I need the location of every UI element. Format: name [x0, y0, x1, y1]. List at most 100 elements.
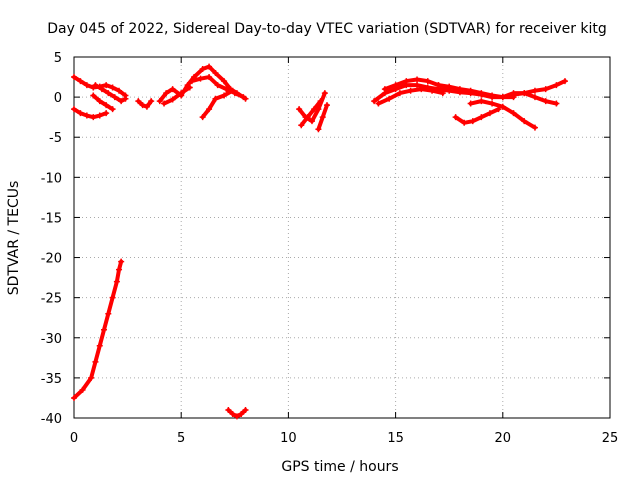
data-point — [118, 98, 125, 105]
data-point — [531, 124, 538, 131]
series-s3 — [71, 106, 110, 121]
data-point — [118, 258, 125, 265]
series-s7 — [161, 84, 193, 107]
data-point — [521, 118, 528, 125]
data-point — [296, 106, 303, 113]
data-point — [71, 106, 77, 113]
data-series — [71, 63, 568, 420]
data-point — [521, 90, 528, 97]
y-tick-label: -10 — [41, 171, 62, 186]
x-tick-label: 10 — [280, 431, 297, 446]
data-point — [88, 374, 95, 381]
data-point — [499, 103, 506, 110]
data-point — [308, 118, 315, 125]
series-s20 — [499, 90, 560, 107]
data-point — [489, 100, 496, 107]
data-point — [101, 326, 108, 333]
data-point — [169, 96, 176, 103]
data-point — [212, 95, 219, 102]
data-point — [229, 410, 236, 417]
data-point — [83, 112, 90, 119]
data-point — [116, 87, 123, 94]
data-point — [135, 98, 142, 105]
data-point — [298, 122, 305, 129]
data-point — [161, 100, 168, 107]
data-point — [553, 82, 560, 89]
data-point — [446, 83, 453, 90]
series-trace — [91, 93, 115, 112]
data-point — [403, 78, 410, 85]
data-point — [414, 82, 421, 89]
data-point — [407, 87, 414, 94]
data-point — [542, 86, 549, 93]
series-s13 — [315, 102, 330, 133]
y-tick-label: 5 — [54, 51, 62, 66]
series-s10 — [225, 406, 249, 420]
data-point — [103, 102, 110, 109]
data-point — [240, 94, 247, 101]
data-point — [375, 100, 382, 107]
series-s6 — [156, 63, 249, 105]
y-axis-label: SDTVAR / TECUs — [6, 181, 22, 296]
x-tick-label: 0 — [70, 431, 78, 446]
data-point — [221, 78, 228, 85]
data-point — [311, 106, 318, 113]
data-point — [105, 90, 112, 97]
data-point — [486, 110, 493, 117]
data-point — [531, 87, 538, 94]
data-point — [319, 114, 326, 121]
data-point — [435, 82, 442, 89]
data-point — [467, 87, 474, 94]
data-point — [178, 90, 185, 97]
axis-ticks: 0 5 10 15 20 25 5 0 -5 -10 -15 -20 -25 -30 -35 -40 — [41, 51, 619, 446]
data-point — [206, 63, 213, 70]
data-point — [238, 410, 245, 417]
series-s19 — [467, 98, 538, 131]
data-point — [414, 76, 421, 83]
data-point — [109, 106, 116, 113]
data-point — [317, 98, 324, 105]
data-point — [163, 90, 170, 97]
series-s9 — [188, 74, 247, 101]
data-point — [199, 66, 206, 73]
series-s15 — [375, 86, 446, 107]
series-s2 — [92, 82, 129, 105]
data-point — [467, 100, 474, 107]
y-tick-label: -30 — [41, 332, 62, 347]
data-point — [392, 82, 399, 89]
data-point — [233, 413, 240, 420]
data-point — [188, 78, 195, 85]
data-point — [116, 266, 123, 273]
data-point — [452, 114, 459, 121]
data-point — [96, 98, 103, 105]
data-point — [304, 114, 311, 121]
data-point — [212, 70, 219, 77]
data-point — [456, 86, 463, 93]
data-point — [371, 98, 378, 105]
data-point — [439, 90, 446, 97]
series-trace — [200, 88, 235, 120]
data-point — [71, 394, 77, 401]
data-point — [92, 82, 99, 89]
data-point — [223, 86, 230, 93]
x-tick-label: 25 — [602, 431, 619, 446]
data-point — [499, 94, 506, 101]
x-tick-label: 15 — [387, 431, 404, 446]
data-point — [542, 98, 549, 105]
plot-frame — [73, 56, 611, 419]
series-s21 — [71, 258, 125, 401]
data-point — [478, 114, 485, 121]
data-point — [231, 90, 238, 97]
x-axis-label: GPS time / hours — [281, 459, 398, 475]
grid-lines — [74, 57, 610, 418]
data-point — [553, 100, 560, 107]
data-point — [242, 406, 249, 413]
data-point — [122, 95, 129, 102]
data-point — [225, 406, 232, 413]
data-point — [214, 82, 221, 89]
series-trace — [136, 99, 154, 109]
data-point — [386, 95, 393, 102]
y-tick-label: -35 — [41, 372, 62, 387]
data-point — [510, 90, 517, 97]
data-point — [531, 94, 538, 101]
